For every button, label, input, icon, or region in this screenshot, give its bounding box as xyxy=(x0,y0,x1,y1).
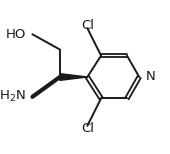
Text: H$_2$N: H$_2$N xyxy=(0,89,26,104)
Text: Cl: Cl xyxy=(81,19,94,32)
Text: N: N xyxy=(145,71,155,83)
Text: Cl: Cl xyxy=(81,122,94,135)
Polygon shape xyxy=(60,74,87,80)
Text: HO: HO xyxy=(6,28,26,41)
